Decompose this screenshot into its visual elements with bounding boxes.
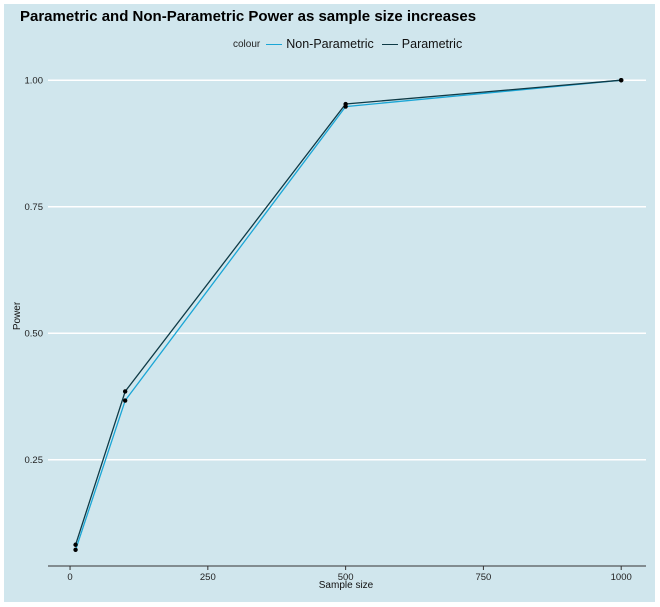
legend-label-parametric: Parametric [401, 37, 463, 51]
data-point-non-parametric [122, 398, 128, 403]
x-tick-label: 750 [475, 572, 491, 583]
legend-item-non-parametric: Non-Parametric [266, 37, 374, 51]
x-tick-label: 250 [200, 572, 216, 583]
data-point-parametric [122, 389, 128, 394]
data-point-parametric [343, 101, 348, 107]
y-tick-label: 1.00 [25, 76, 44, 87]
gridlines [48, 79, 646, 461]
legend-title: colour [233, 38, 261, 50]
data-point-parametric [618, 78, 624, 83]
legend-key-non-parametric [266, 43, 283, 45]
legend-key-parametric [381, 43, 398, 45]
plot-background [4, 4, 655, 602]
axes: 0.25 0.50 0.75 1.00 0 250 500 750 1000 [25, 76, 646, 583]
data-point-non-parametric [73, 547, 78, 553]
x-tick-label: 500 [338, 572, 354, 583]
chart-title: Parametric and Non-Parametric Power as s… [20, 8, 477, 25]
x-tick-label: 0 [67, 572, 72, 583]
series-line-non-parametric [74, 79, 622, 551]
data-point-parametric [73, 542, 78, 547]
legend-label-non-parametric: Non-Parametric [286, 37, 374, 51]
series-layer [73, 78, 624, 553]
legend-item-parametric: Parametric [381, 37, 463, 51]
x-tick-label: 1000 [611, 572, 632, 583]
y-tick-label: 0.50 [25, 329, 44, 340]
y-axis-title: Power [12, 301, 23, 330]
y-tick-label: 0.25 [25, 455, 44, 466]
legend: colour Non-Parametric Parametric [233, 35, 470, 53]
series-line-parametric [74, 79, 622, 545]
x-axis-title: Sample size [319, 580, 374, 591]
y-tick-label: 0.75 [25, 202, 44, 213]
